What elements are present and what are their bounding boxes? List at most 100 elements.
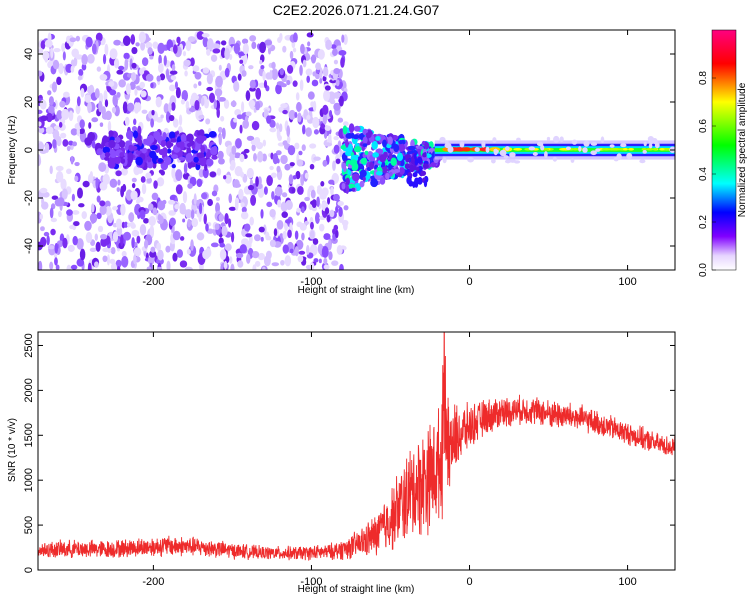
colorbar-tick-label: 0.8 xyxy=(698,71,709,85)
spectrogram-faint-blob xyxy=(559,136,564,143)
spectrogram-cluster-blob xyxy=(137,138,143,147)
spectrogram-noise-blob xyxy=(96,148,103,156)
y-tick-label: 1500 xyxy=(23,423,35,447)
spectrogram-band-blob xyxy=(424,142,430,150)
spectrogram-noise-blob xyxy=(311,54,316,64)
spectrogram-noise-blob xyxy=(230,263,235,270)
spectrogram-noise-blob xyxy=(298,150,303,156)
spectrogram-noise-blob xyxy=(156,75,161,82)
spectrogram-noise-blob xyxy=(192,94,200,101)
spectrogram-noise-blob xyxy=(257,252,266,261)
x-tick-label: 0 xyxy=(466,276,472,288)
spectrogram-noise-blob xyxy=(210,242,219,248)
spectrogram-noise-blob xyxy=(322,159,328,167)
spectrogram-noise-blob xyxy=(62,237,68,249)
spectrogram-noise-blob xyxy=(96,66,102,72)
spectrogram-noise-blob xyxy=(295,92,300,101)
spectrogram-noise-blob xyxy=(286,79,291,86)
spectrogram-noise-blob xyxy=(112,94,118,106)
spectrogram-noise-blob xyxy=(91,117,99,123)
spectrogram-noise-blob xyxy=(70,155,74,165)
spectrogram-cluster-blob xyxy=(114,156,122,165)
spectrogram-cluster-blob xyxy=(196,135,205,144)
spectrogram-noise-blob xyxy=(151,109,155,116)
spectrogram-noise-blob xyxy=(157,249,164,261)
spectrogram-band-blob xyxy=(379,177,386,185)
spectrogram-noise-blob xyxy=(99,73,108,81)
spectrogram-noise-blob xyxy=(168,114,175,122)
spectrogram-noise-blob xyxy=(198,202,203,214)
spectrogram-noise-blob xyxy=(262,70,266,81)
spectrogram-noise-blob xyxy=(152,41,159,49)
spectrogram-noise-blob xyxy=(338,95,344,107)
spectrogram-cluster-blob xyxy=(102,146,111,154)
spectrogram-noise-blob xyxy=(124,116,130,126)
spectrogram-noise-blob xyxy=(333,59,339,65)
spectrogram-noise-blob xyxy=(52,129,60,141)
spectrogram-noise-blob xyxy=(99,233,108,240)
spectrogram-noise-blob xyxy=(289,50,294,60)
spectrogram-noise-blob xyxy=(333,92,342,99)
spectrogram-noise-blob xyxy=(248,99,256,108)
spectrogram-noise-blob xyxy=(318,223,325,232)
spectrogram-noise-blob xyxy=(102,255,108,263)
spectrogram-noise-blob xyxy=(309,143,317,149)
spectrogram-noise-blob xyxy=(221,225,228,237)
spectrogram-noise-blob xyxy=(123,231,132,241)
spectrogram-noise-blob xyxy=(124,58,129,71)
spectrogram-noise-blob xyxy=(217,96,226,102)
spectrogram-faint-blob xyxy=(616,153,622,161)
spectrogram-noise-blob xyxy=(149,225,155,238)
spectrogram-noise-blob xyxy=(327,197,331,205)
colorbar-label: Normalized spectral amplitude xyxy=(737,82,748,217)
spectrogram-noise-blob xyxy=(230,231,235,243)
spectrogram-noise-blob xyxy=(196,178,203,188)
spectrogram-band-blob xyxy=(382,139,387,148)
spectrogram-noise-blob xyxy=(263,186,268,195)
spectrogram-noise-blob xyxy=(41,197,45,206)
spectrogram-noise-blob xyxy=(332,193,340,202)
spectrogram-noise-blob xyxy=(237,260,244,268)
spectrogram-noise-blob xyxy=(243,148,250,154)
spectrogram-noise-blob xyxy=(238,188,244,200)
spectrogram-noise-blob xyxy=(310,189,316,199)
spectrogram-cluster-blob xyxy=(161,147,168,156)
spectrogram-faint-blob xyxy=(447,146,454,153)
spectrogram-noise-blob xyxy=(296,101,302,113)
colorbar-frame xyxy=(711,29,737,271)
spectrogram-noise-blob xyxy=(239,124,243,134)
spectrogram-noise-blob xyxy=(100,237,108,247)
spectrogram-band-blob xyxy=(398,143,406,153)
spectrogram-noise-blob xyxy=(102,173,110,185)
spectrogram-noise-blob xyxy=(72,235,78,246)
spectrogram-noise-blob xyxy=(46,235,50,246)
spectrogram-noise-blob xyxy=(95,177,99,189)
spectrogram-noise-blob xyxy=(216,107,220,119)
spectrogram-noise-blob xyxy=(277,199,282,208)
spectrogram-noise-blob xyxy=(319,77,323,84)
spectrogram-noise-blob xyxy=(89,247,97,253)
spectrogram-band-blob xyxy=(372,152,380,158)
spectrogram-noise-blob xyxy=(38,127,45,134)
spectrogram-streak-blob xyxy=(419,178,423,184)
spectrogram-faint-blob xyxy=(620,143,627,148)
spectrogram-noise-blob xyxy=(305,68,313,76)
spectrogram-noise-blob xyxy=(241,70,247,77)
spectrogram-noise-blob xyxy=(218,133,222,146)
spectrogram-noise-blob xyxy=(150,82,154,89)
spectrogram-noise-blob xyxy=(338,50,347,56)
spectrogram-noise-blob xyxy=(172,252,178,262)
spectrogram-noise-blob xyxy=(47,61,53,69)
x-tick-label: -200 xyxy=(142,576,164,588)
spectrogram-band-blob xyxy=(349,159,358,167)
spectrogram-cluster-blob xyxy=(166,140,172,149)
spectrogram-cluster-blob xyxy=(120,158,126,164)
spectrogram-noise-blob xyxy=(47,90,52,96)
snr-marks xyxy=(38,332,675,561)
spectrogram-band-blob xyxy=(393,144,400,153)
spectrogram-band-blob xyxy=(375,135,381,141)
spectrogram-noise-blob xyxy=(48,96,54,106)
spectrogram-noise-blob xyxy=(157,42,165,54)
spectrogram-noise-blob xyxy=(275,150,282,156)
spectrogram-noise-blob xyxy=(271,190,275,200)
